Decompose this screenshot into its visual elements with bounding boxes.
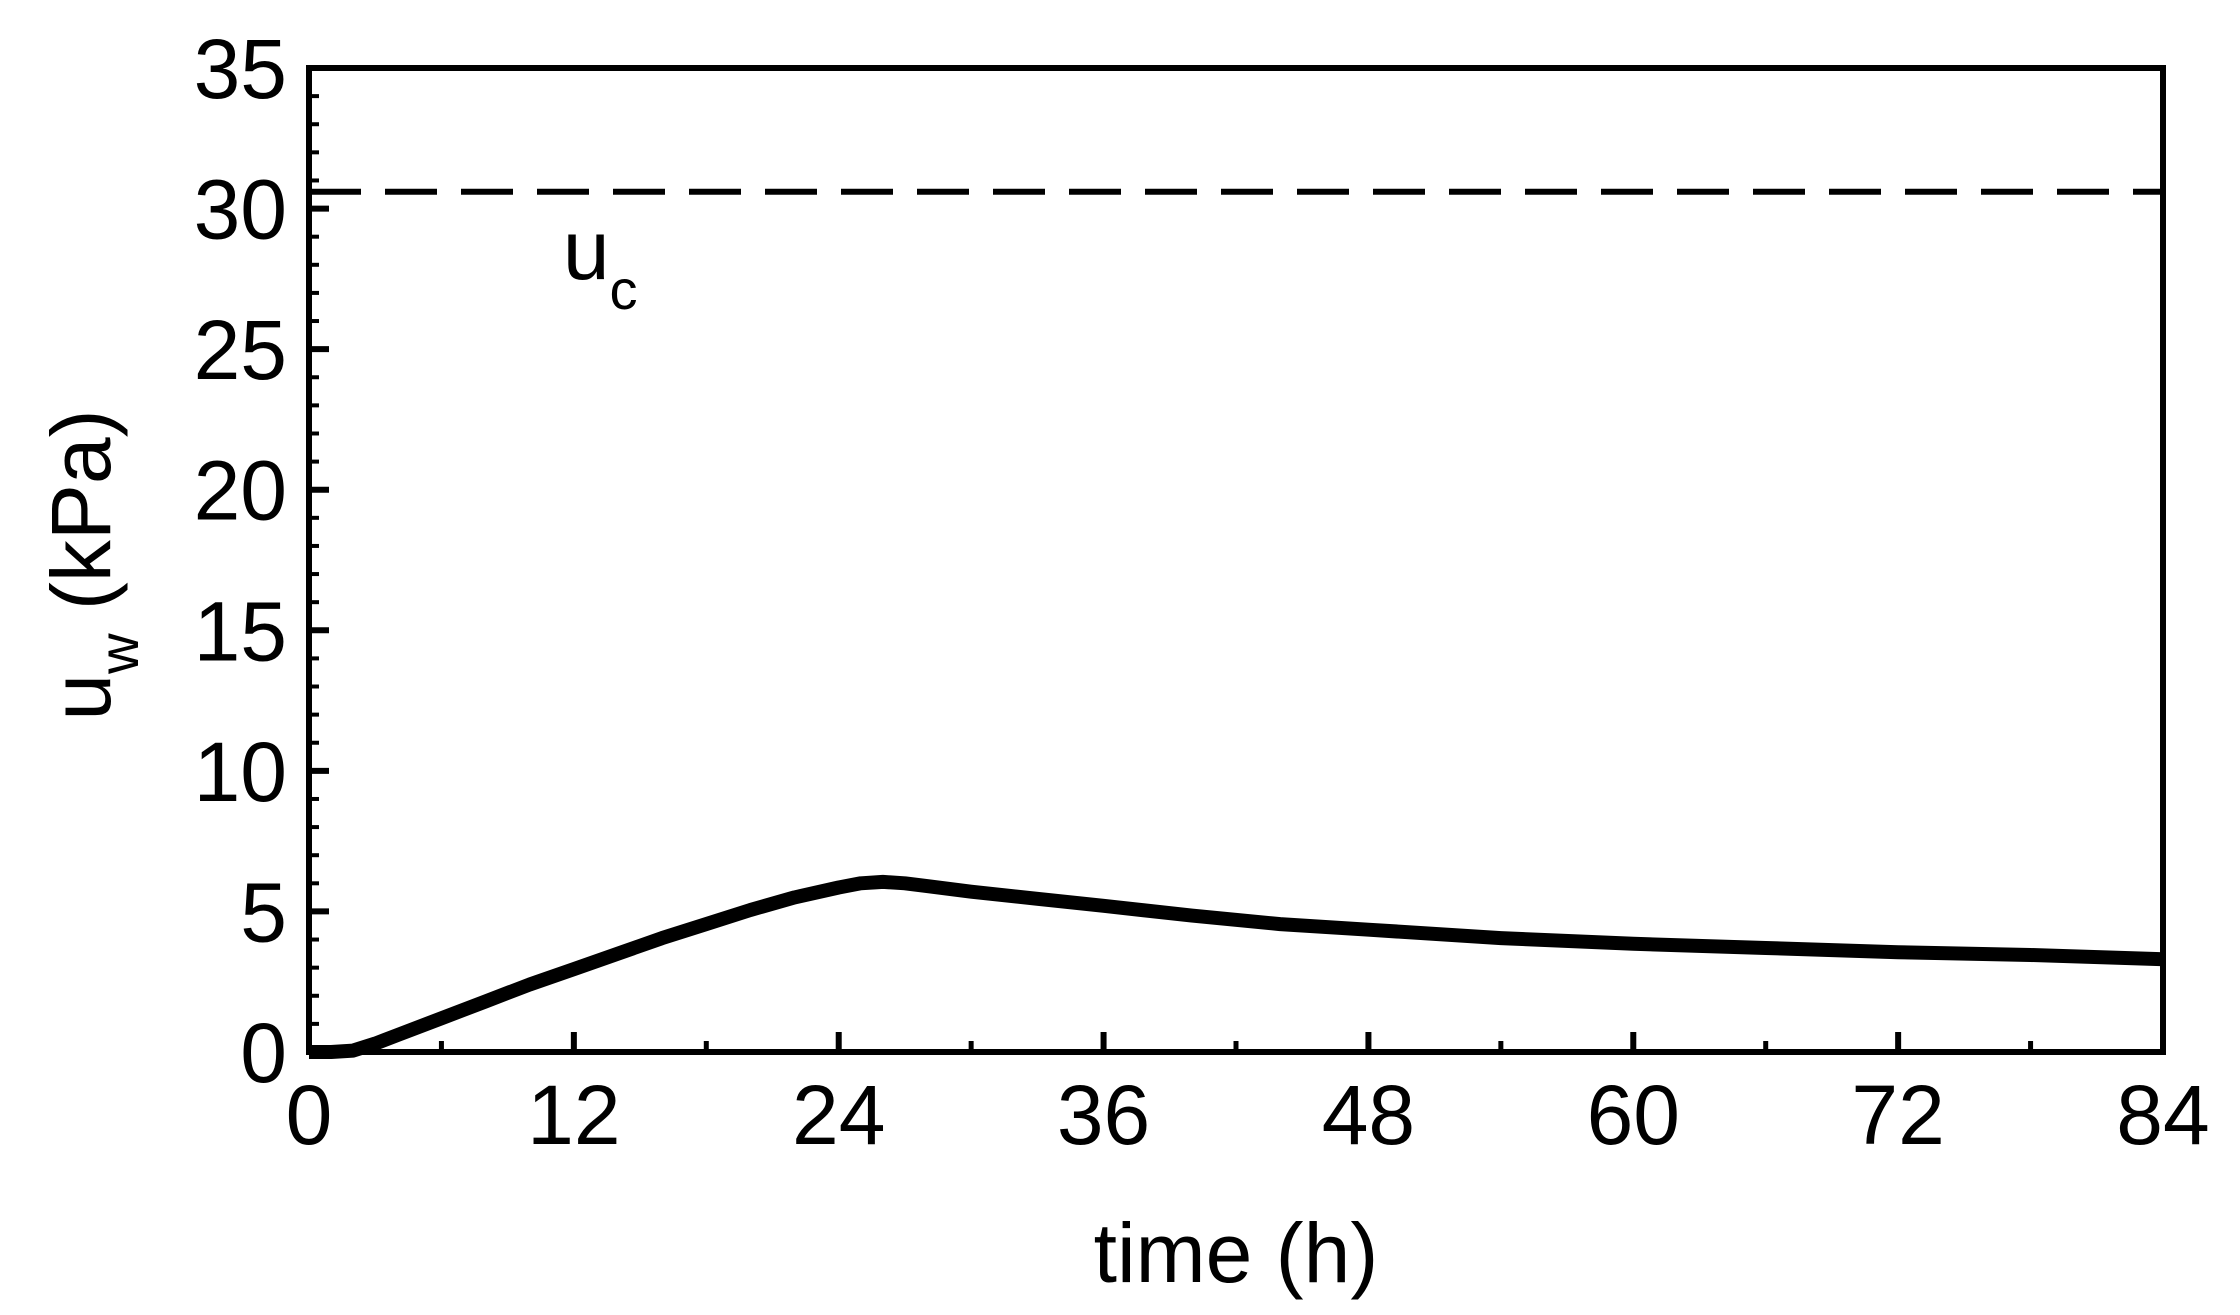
y-axis-title-units: (kPa) [34,409,128,633]
y-axis-title-main: u [34,674,128,721]
reference-line-label-main: u [563,203,610,297]
x-tick-label: 48 [1322,1068,1415,1162]
x-tick-label: 60 [1587,1068,1680,1162]
x-tick-label: 72 [1851,1068,1944,1162]
series-line [309,874,2164,1059]
reference-line-label-sub: c [610,258,638,321]
y-tick-label: 30 [194,163,287,257]
reference-line-label: uc [563,203,638,321]
y-axis-title-sub: w [87,633,150,675]
y-tick-label: 20 [194,444,287,538]
x-tick-label: 24 [792,1068,885,1162]
y-tick-label: 15 [194,584,287,678]
y-axis-title: uw (kPa) [34,409,150,720]
x-axis-title: time (h) [1094,1206,1379,1300]
x-tick-label: 12 [527,1068,620,1162]
y-tick-label: 5 [240,865,287,959]
ticks-layer [306,65,2166,1055]
tick-labels-layer: 0 12 24 36 48 60 72 84 0 5 10 15 20 25 30 35 [194,22,2210,1162]
series-layer [309,874,2164,1059]
y-tick-label: 35 [194,22,287,116]
y-tick-label: 10 [194,725,287,819]
x-tick-label: 36 [1057,1068,1150,1162]
x-tick-label: 0 [286,1068,333,1162]
x-tick-label: 84 [2116,1068,2209,1162]
y-tick-label: 25 [194,303,287,397]
y-tick-label: 0 [240,1006,287,1100]
